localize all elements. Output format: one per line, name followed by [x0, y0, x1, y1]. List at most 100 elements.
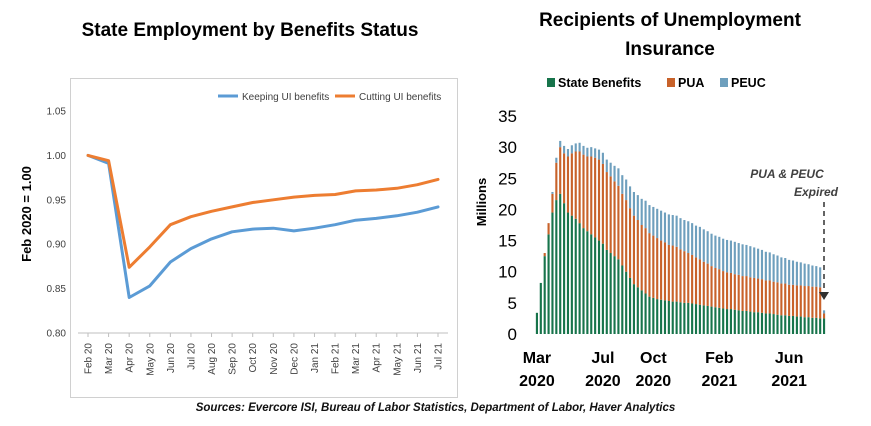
bar-peuc [760, 249, 764, 280]
bar-peuc [621, 175, 624, 194]
left-x-tick-label: Apr 21 [372, 343, 383, 373]
bar-state-benefits [617, 259, 620, 334]
right-x-tick-label-year: 2021 [771, 373, 807, 390]
bar-state-benefits [710, 306, 713, 334]
bar-pua [601, 163, 604, 244]
bar-state-benefits [687, 302, 690, 334]
bar-state-benefits [652, 297, 655, 334]
bar-peuc [609, 162, 612, 177]
bar-peuc [597, 149, 601, 160]
bar-pua [656, 238, 659, 300]
bar-state-benefits [656, 299, 659, 334]
bar-peuc [776, 255, 779, 283]
bar-state-benefits [768, 313, 771, 334]
bar-pua [764, 280, 767, 314]
bar-state-benefits [737, 310, 740, 334]
bar-state-benefits [729, 309, 732, 334]
bar-state-benefits [683, 302, 686, 334]
right-x-tick-label-year: 2020 [519, 373, 555, 390]
right-stacked-bars [535, 140, 826, 334]
bar-peuc [807, 264, 810, 287]
left-y-tick-label: 0.80 [47, 329, 67, 340]
bar-pua [803, 286, 806, 318]
bar-pua [617, 185, 620, 260]
bar-state-benefits [819, 318, 822, 334]
bar-state-benefits [811, 317, 814, 334]
bar-pua [815, 286, 818, 318]
bar-peuc [718, 236, 721, 270]
legend-label-pua: PUA [678, 76, 704, 90]
bar-peuc [578, 142, 581, 152]
bar-pua [566, 156, 570, 213]
bar-state-benefits [776, 314, 779, 334]
bar-state-benefits [663, 300, 667, 334]
bar-peuc [741, 244, 744, 277]
bar-peuc [551, 191, 554, 194]
right-x-tick-label-month: Feb [705, 350, 734, 367]
bar-state-benefits [749, 311, 752, 334]
bar-peuc [691, 223, 694, 255]
right-y-tick-label: 15 [498, 232, 517, 251]
bar-pua [811, 286, 814, 318]
bar-state-benefits [714, 307, 717, 334]
bar-state-benefits [570, 215, 573, 334]
bar-state-benefits [648, 296, 651, 334]
bar-pua [578, 151, 581, 224]
bar-state-benefits [628, 277, 632, 334]
bar-peuc [660, 210, 663, 241]
right-x-tick-label-year: 2020 [636, 373, 672, 390]
bar-peuc [582, 145, 585, 155]
bar-peuc [780, 257, 783, 284]
bar-pua [737, 274, 740, 311]
bar-pua [702, 261, 705, 306]
sources-note: Sources: Evercore ISI, Bureau of Labor S… [195, 402, 676, 414]
legend-label-keeping: Keeping UI benefits [242, 92, 329, 103]
legend-swatch-peuc [720, 78, 728, 87]
bar-state-benefits [725, 309, 729, 334]
bar-pua [768, 280, 771, 314]
right-x-tick-label-year: 2021 [702, 373, 738, 390]
left-x-ticks: Feb 20 Mar 20 Apr 20 May 20 Jun 20 Jul 20 Aug … [84, 333, 445, 376]
bar-peuc [652, 206, 655, 236]
bar-peuc [811, 265, 814, 287]
bar-pua [613, 181, 616, 257]
bar-pua [605, 172, 608, 250]
bar-peuc [687, 221, 690, 254]
bar-peuc [757, 248, 760, 279]
bar-peuc [625, 179, 628, 201]
bar-state-benefits [601, 243, 604, 334]
bar-pua [714, 267, 717, 308]
bar-pua [722, 271, 725, 309]
bar-pua [667, 244, 670, 301]
bar-state-benefits [625, 271, 628, 334]
bar-peuc [574, 143, 577, 152]
bar-peuc [683, 220, 686, 252]
left-chart-title: State Employment by Benefits Status [81, 20, 419, 41]
bar-state-benefits [574, 218, 577, 334]
bar-peuc [745, 244, 748, 277]
right-x-tick-label-month: Oct [640, 350, 667, 367]
bar-pua [644, 228, 647, 294]
bar-pua [609, 176, 612, 254]
bar-state-benefits [582, 228, 585, 334]
bar-pua [551, 193, 554, 213]
bar-state-benefits [718, 307, 721, 334]
bar-pua [757, 278, 760, 313]
bar-pua [555, 162, 558, 201]
bar-peuc [795, 261, 798, 286]
bar-peuc [679, 218, 682, 250]
left-chart-plot-frame [70, 78, 458, 398]
right-y-tick-label: 30 [498, 138, 517, 157]
bar-peuc [822, 310, 826, 314]
bar-peuc [605, 159, 608, 173]
bar-peuc [559, 140, 562, 148]
bar-pua [706, 263, 709, 306]
bar-peuc [799, 262, 802, 286]
bar-pua [698, 259, 701, 305]
legend-swatch-pua [667, 78, 675, 87]
right-chart-title-line1: Recipients of Unemployment [539, 10, 801, 31]
left-x-tick-label: Apr 20 [125, 343, 136, 373]
bar-state-benefits [753, 312, 756, 334]
bar-state-benefits [543, 256, 546, 334]
bar-peuc [617, 168, 620, 186]
